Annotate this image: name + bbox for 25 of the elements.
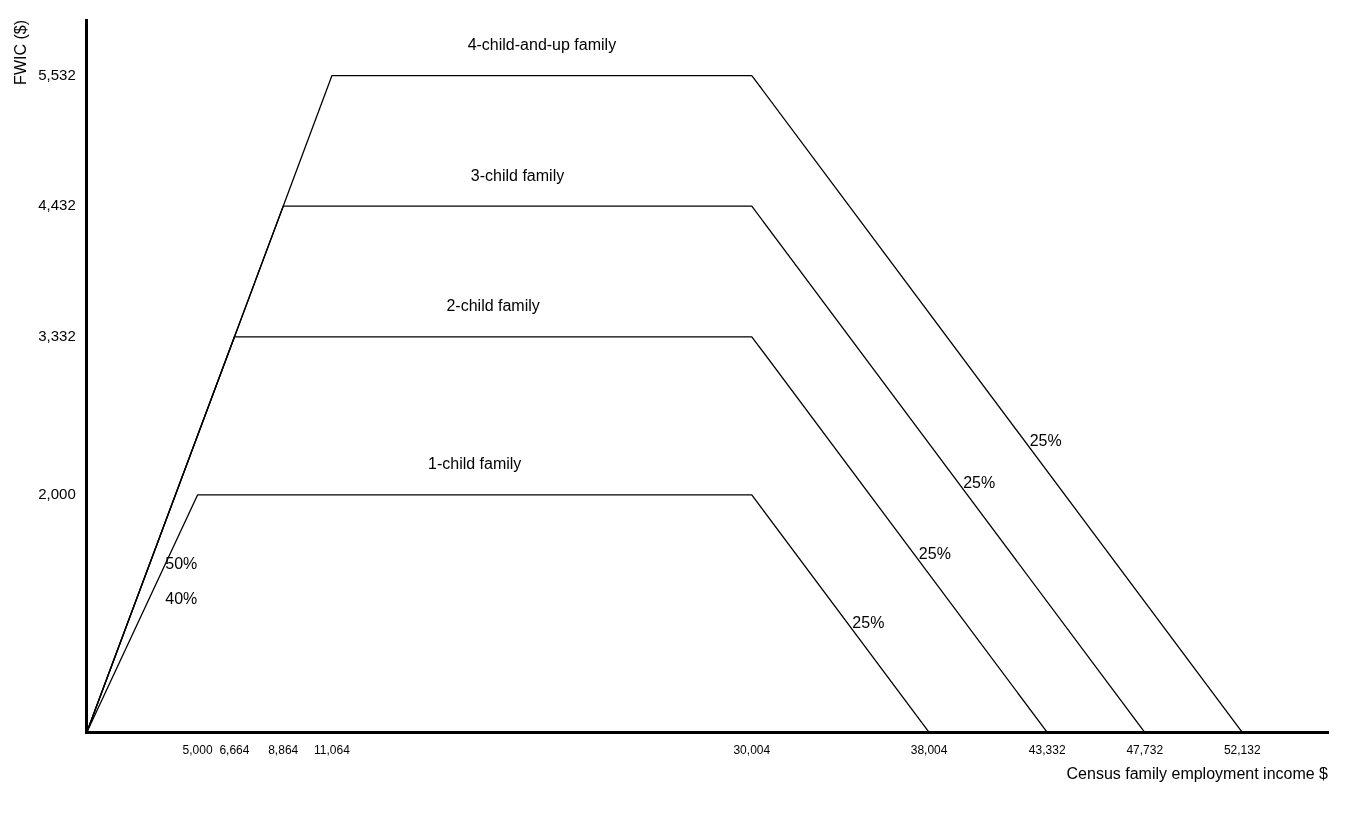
y-tick-label: 4,432 bbox=[38, 196, 76, 214]
x-tick-label: 8,864 bbox=[268, 742, 299, 757]
annotation: 25% bbox=[852, 613, 885, 631]
x-tick-label: 30,004 bbox=[733, 742, 771, 757]
series-label: 2-child family bbox=[446, 297, 540, 315]
x-tick-label: 38,004 bbox=[910, 742, 948, 757]
annotation: 40% bbox=[165, 590, 198, 608]
x-axis-title: Census family employment income $ bbox=[1066, 764, 1329, 782]
y-axis-title: FWIC ($) bbox=[12, 20, 30, 85]
x-tick-label: 11,064 bbox=[314, 742, 351, 757]
x-tick-label: 47,732 bbox=[1126, 742, 1164, 757]
annotation: 50% bbox=[165, 554, 198, 572]
series-label: 4-child-and-up family bbox=[467, 35, 617, 53]
y-tick-label: 3,332 bbox=[38, 326, 76, 344]
x-tick-label: 6,664 bbox=[219, 742, 250, 757]
annotation: 25% bbox=[1029, 432, 1062, 450]
x-tick-label: 43,332 bbox=[1028, 742, 1066, 757]
annotation: 25% bbox=[963, 473, 996, 491]
y-tick-label: 5,532 bbox=[38, 65, 76, 83]
x-tick-label: 5,000 bbox=[182, 742, 213, 757]
x-tick-label: 52,132 bbox=[1223, 742, 1261, 757]
annotation: 25% bbox=[918, 544, 951, 562]
y-tick-label: 2,000 bbox=[38, 485, 76, 503]
series-label: 3-child family bbox=[470, 166, 565, 184]
series-label: 1-child family bbox=[428, 455, 522, 473]
